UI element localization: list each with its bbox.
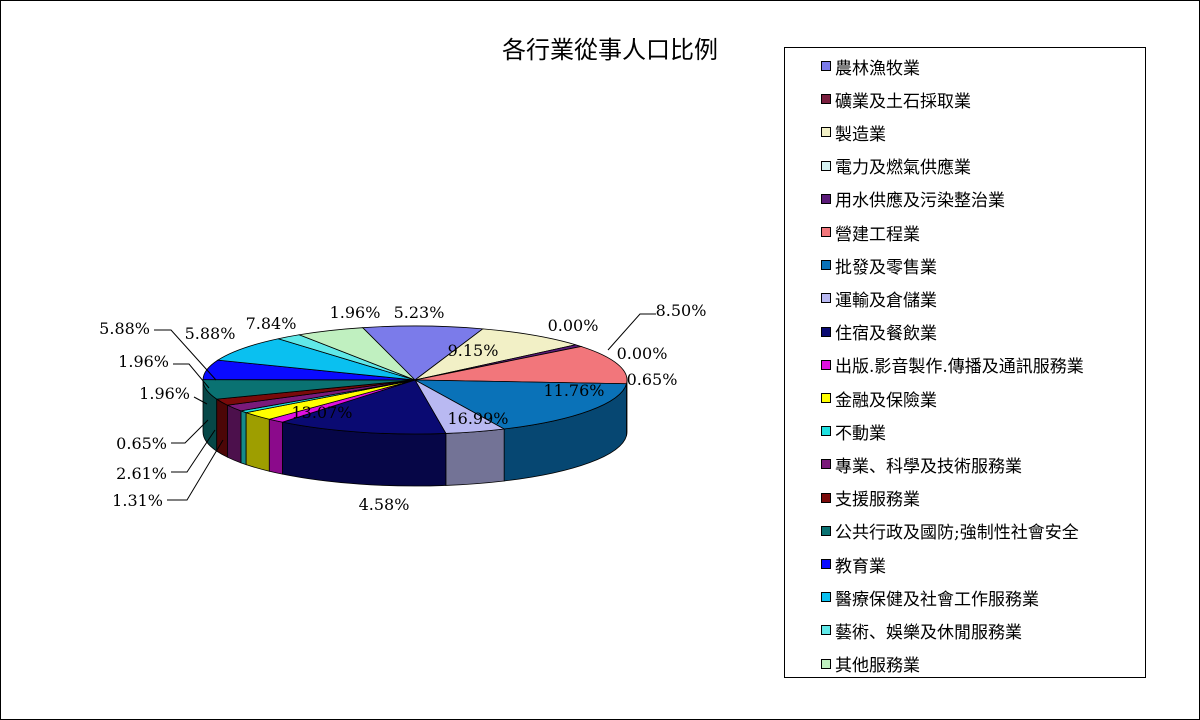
legend-item: 出版.影音製作.傳播及通訊服務業 [821, 353, 1084, 377]
legend-label: 不動業 [835, 423, 886, 444]
legend-item: 電力及燃氣供應業 [821, 154, 971, 178]
pie-slice-6 [414, 379, 628, 430]
legend-label: 金融及保險業 [835, 390, 937, 411]
legend-swatch [821, 393, 831, 403]
legend-swatch [821, 94, 831, 105]
legend-item: 用水供應及污染整治業 [821, 187, 1005, 211]
legend-label: 其他服務業 [835, 656, 920, 677]
legend-swatch [821, 492, 831, 503]
legend-swatch [821, 326, 831, 337]
data-label-14: 5.88% [99, 319, 150, 338]
legend-label: 藝術、娛樂及休閒服務業 [835, 622, 1022, 643]
data-label-3: 0.00% [617, 344, 668, 363]
data-label-8: 13.07% [291, 403, 352, 422]
data-label-12: 1.96% [139, 384, 190, 403]
legend-swatch [821, 193, 831, 204]
legend-item: 金融及保險業 [821, 386, 937, 411]
data-label-1: 0.00% [548, 316, 599, 335]
leader-line-14 [154, 329, 217, 381]
pie-side-9 [268, 418, 283, 475]
legend-swatch [821, 127, 831, 138]
pie-side-11 [240, 410, 247, 466]
legend: 農林漁牧業礦業及土石採取業 製造業電力及燃氣供應業用水供應及污染整治業 營建工程業批… [784, 47, 1146, 678]
legend-label: 專業、科學及技術服務業 [835, 456, 1022, 477]
legend-label: 醫療保健及社會工作服務業 [835, 589, 1039, 610]
legend-item: 礦業及土石採取業 [821, 87, 971, 112]
legend-item: 農林漁牧業 [821, 54, 920, 79]
data-label-11: 0.65% [116, 434, 167, 453]
legend-item: 醫療保健及社會工作服務業 [821, 585, 1039, 610]
legend-swatch [821, 592, 831, 603]
legend-swatch [821, 426, 831, 437]
legend-label: 農林漁牧業 [835, 58, 920, 79]
data-label-9: 1.31% [112, 491, 163, 510]
data-label-15: 5.88% [185, 324, 236, 343]
chart-title: 各行業從事人口比例 [502, 36, 718, 64]
data-label-7: 4.58% [359, 495, 410, 514]
pie-side-7 [445, 428, 505, 486]
data-label-10: 2.61% [116, 464, 167, 483]
pie-slice-16 [216, 338, 416, 381]
legend-item: 專業、科學及技術服務業 [821, 452, 1022, 477]
legend-item: 住宿及餐飲業 [821, 320, 937, 344]
legend-swatch [821, 227, 831, 237]
legend-swatch [821, 293, 831, 304]
data-label-6: 16.99% [447, 409, 508, 428]
leader-line-10 [171, 429, 216, 473]
data-label-13: 1.96% [118, 352, 169, 371]
legend-item: 公共行政及國防;強制性社會安全 [821, 519, 1079, 543]
legend-swatch [821, 658, 831, 669]
legend-swatch [821, 459, 831, 470]
legend-label: 教育業 [835, 556, 886, 577]
legend-swatch [821, 525, 831, 536]
legend-label: 用水供應及污染整治業 [835, 191, 1005, 212]
data-label-4: 0.65% [627, 370, 678, 389]
legend-label: 公共行政及國防;強制性社會安全 [835, 523, 1079, 544]
legend-label: 電力及燃氣供應業 [835, 158, 971, 179]
data-label-0: 9.15% [448, 341, 499, 360]
legend-swatch [821, 260, 831, 271]
pie-side-10 [245, 412, 270, 472]
data-label-2: 8.50% [656, 301, 707, 320]
legend-item: 運輸及倉儲業 [821, 286, 937, 311]
legend-swatch [821, 359, 831, 370]
pie-slice-18 [297, 327, 416, 381]
data-label-16: 7.84% [246, 314, 297, 333]
pie-slice-8 [280, 379, 447, 435]
legend-swatch [821, 559, 831, 569]
data-label-18: 5.23% [394, 303, 445, 322]
legend-item: 營建工程業 [821, 220, 920, 245]
data-label-5: 11.76% [543, 381, 604, 400]
legend-item: 支援服務業 [821, 486, 920, 510]
legend-swatch [821, 160, 831, 171]
leader-line-12 [193, 396, 208, 405]
legend-label: 住宿及餐飲業 [835, 324, 937, 345]
legend-item: 製造業 [821, 120, 886, 145]
legend-label: 運輸及倉儲業 [835, 290, 937, 311]
legend-label: 製造業 [835, 124, 886, 145]
legend-item: 批發及零售業 [821, 253, 937, 278]
leader-line-9 [167, 439, 224, 501]
legend-item: 教育業 [821, 552, 886, 577]
legend-item: 不動業 [821, 419, 886, 444]
legend-label: 批發及零售業 [835, 257, 937, 278]
leader-line-2 [607, 313, 656, 351]
legend-item: 其他服務業 [821, 652, 920, 676]
pie-slice-2 [414, 328, 576, 381]
legend-label: 營建工程業 [835, 224, 920, 245]
legend-label: 礦業及土石採取業 [835, 91, 971, 112]
pie-slice-5 [414, 346, 628, 385]
leader-line-13 [173, 363, 210, 389]
legend-label: 出版.影音製作.傳播及通訊服務業 [835, 357, 1084, 378]
legend-swatch [821, 625, 831, 636]
legend-swatch [821, 61, 831, 71]
leader-line-11 [171, 419, 209, 444]
pie-slice-0 [361, 325, 484, 381]
legend-label: 支援服務業 [835, 490, 920, 511]
data-label-17: 1.96% [330, 303, 381, 322]
pie-side-12 [227, 404, 242, 464]
legend-item: 藝術、娛樂及休閒服務業 [821, 618, 1022, 643]
